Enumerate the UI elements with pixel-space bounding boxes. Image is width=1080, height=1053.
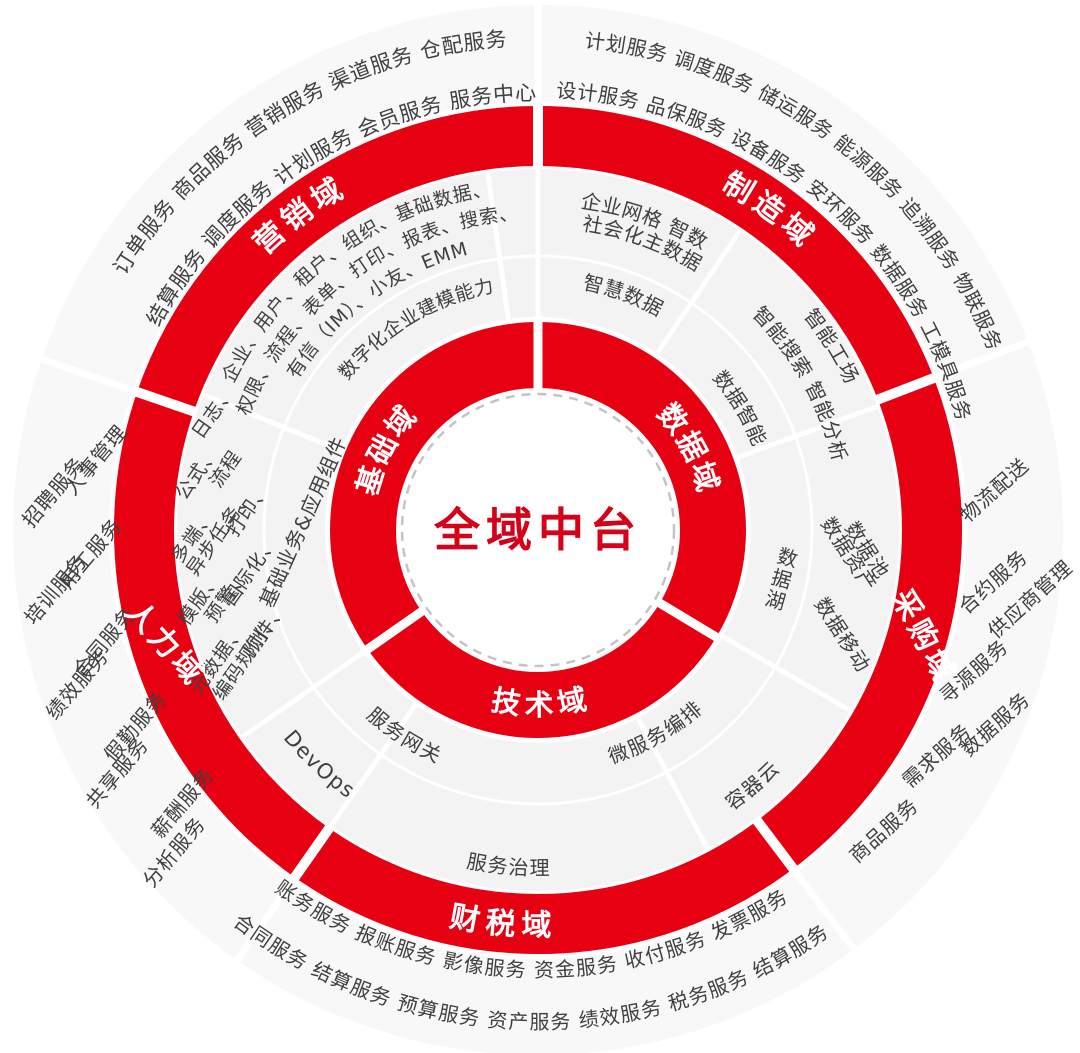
sector-gap	[327, 701, 420, 829]
sector-gap	[232, 876, 297, 965]
sector-gap	[360, 604, 430, 657]
sector-gap	[934, 337, 1033, 381]
sector-gap	[200, 391, 344, 454]
center-circle	[400, 392, 676, 668]
svg-text:技术域: 技术域	[489, 681, 594, 722]
sector-gap	[131, 385, 200, 418]
sector-gap	[652, 596, 724, 645]
domain-label-technology: 技术域	[489, 681, 590, 722]
sector-gap	[634, 715, 711, 852]
center-label: 全域中台	[433, 503, 642, 557]
sector-gap	[485, 170, 512, 322]
sector-gap	[288, 822, 336, 884]
sector-gap	[750, 814, 800, 875]
sector-gap	[37, 354, 137, 395]
sector-gap	[719, 633, 854, 714]
sector-gap	[791, 868, 859, 954]
sector-gap	[239, 648, 367, 741]
sector-gap	[653, 227, 744, 357]
sector-gap	[872, 371, 940, 406]
sector-gap	[735, 403, 880, 461]
